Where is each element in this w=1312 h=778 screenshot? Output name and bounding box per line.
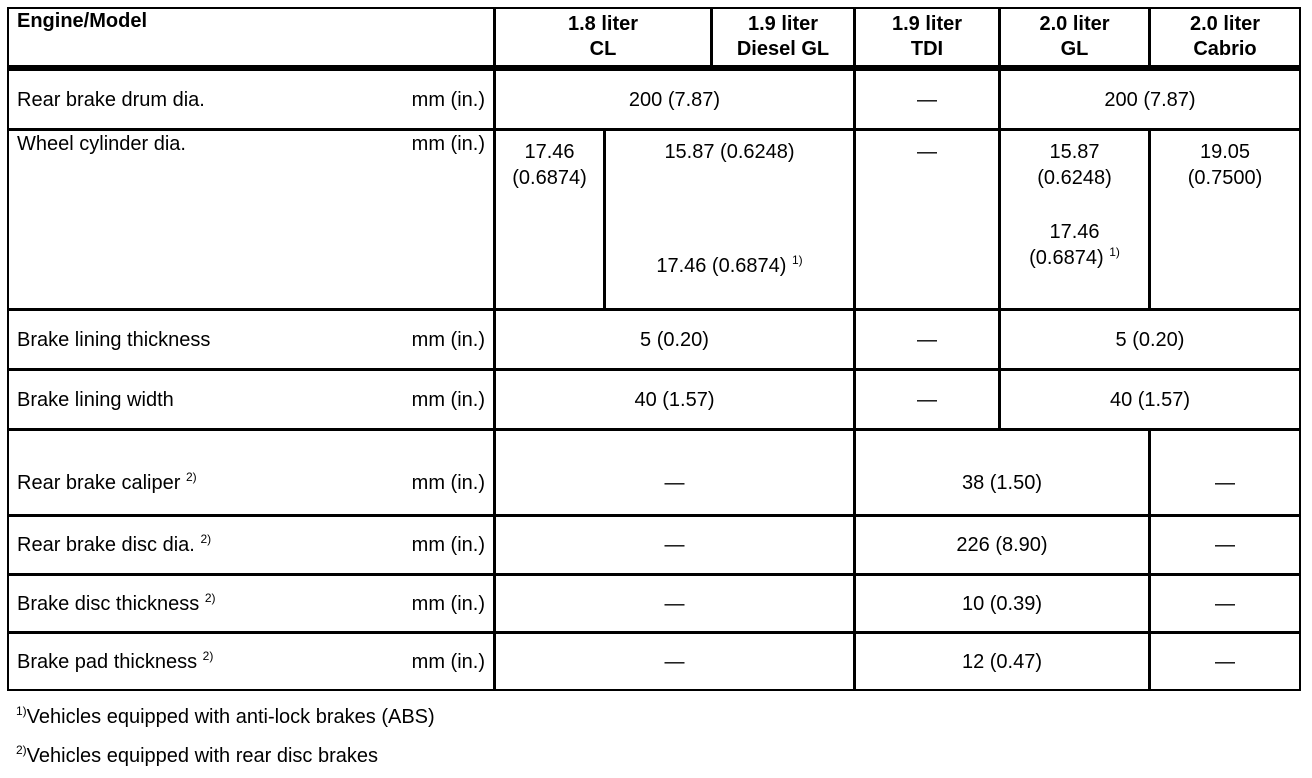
header-label: Engine/Model xyxy=(17,10,147,32)
lining-thickness-b: 5 (0.20) xyxy=(999,309,1301,370)
pad-thickness-mid: 12 (0.47) xyxy=(854,632,1150,691)
caliper-mid: 38 (1.50) xyxy=(854,429,1150,516)
row-label-lining-thickness: Brake lining thickness mm (in.) xyxy=(7,309,495,370)
wheel-diesel: 15.87 (0.6248) 17.46 (0.6874) 1) xyxy=(604,129,855,310)
header-2-0-gl: 2.0 liter GL xyxy=(999,7,1150,69)
row-label-wheel-cylinder: Wheel cylinder dia. mm (in.) xyxy=(7,129,495,310)
lining-thickness-a: 5 (0.20) xyxy=(494,309,855,370)
header-1-9-tdi: 1.9 liter TDI xyxy=(854,7,1000,69)
lining-width-tdi: — xyxy=(854,369,1000,430)
pad-thickness-c: — xyxy=(1149,632,1301,691)
disc-thickness-mid: 10 (0.39) xyxy=(854,574,1150,633)
header-2-0-cabrio: 2.0 liter Cabrio xyxy=(1149,7,1301,69)
row-label-disc-dia: Rear brake disc dia. 2) mm (in.) xyxy=(7,515,495,575)
header-1-9-diesel-gl: 1.9 liter Diesel GL xyxy=(711,7,855,69)
row-label-pad-thickness: Brake pad thickness 2) mm (in.) xyxy=(7,632,495,691)
drum-value-b: 200 (7.87) xyxy=(999,69,1301,130)
disc-thickness-a: — xyxy=(494,574,855,633)
header-1-8-cl: 1.8 liter CL xyxy=(494,7,712,69)
caliper-a: — xyxy=(494,429,855,516)
row-label-lining-width: Brake lining width mm (in.) xyxy=(7,369,495,430)
row-label-drum: Rear brake drum dia. mm (in.) xyxy=(7,69,495,130)
header-engine-model: Engine/Model xyxy=(7,7,495,69)
row-label-disc-thickness: Brake disc thickness 2) mm (in.) xyxy=(7,574,495,633)
wheel-cl: 17.46 (0.6874) xyxy=(494,129,605,310)
caliper-c: — xyxy=(1149,429,1301,516)
wheel-gl: 15.87 (0.6248) 17.46 (0.6874) 1) xyxy=(999,129,1150,310)
disc-thickness-c: — xyxy=(1149,574,1301,633)
disc-dia-mid: 226 (8.90) xyxy=(854,515,1150,575)
row-label-caliper: Rear brake caliper 2) mm (in.) xyxy=(7,429,495,516)
disc-dia-c: — xyxy=(1149,515,1301,575)
lining-width-b: 40 (1.57) xyxy=(999,369,1301,430)
lining-thickness-tdi: — xyxy=(854,309,1000,370)
drum-value-tdi: — xyxy=(854,69,1000,130)
wheel-cabrio: 19.05 (0.7500) xyxy=(1149,129,1301,310)
wheel-tdi: — xyxy=(854,129,1000,310)
drum-value-a: 200 (7.87) xyxy=(494,69,855,130)
lining-width-a: 40 (1.57) xyxy=(494,369,855,430)
footnote-2: 2)Vehicles equipped with rear disc brake… xyxy=(16,743,378,767)
footnote-1: 1)Vehicles equipped with anti-lock brake… xyxy=(16,704,435,728)
pad-thickness-a: — xyxy=(494,632,855,691)
disc-dia-a: — xyxy=(494,515,855,575)
